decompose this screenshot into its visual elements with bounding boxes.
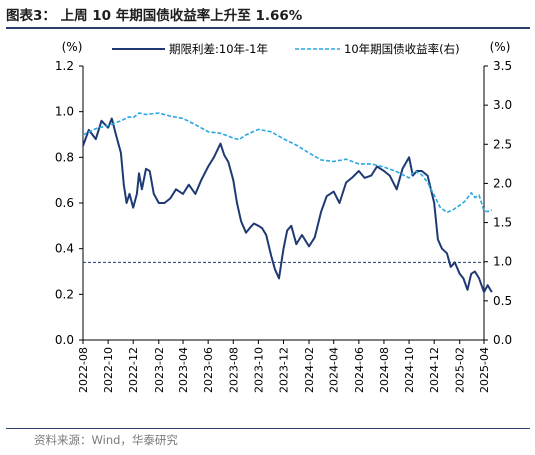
x-tick-label: 2024-04	[328, 347, 341, 393]
legend-label: 10年期国债收益率(右)	[344, 42, 460, 56]
title-rule	[6, 27, 530, 29]
left-tick-label: 0.0	[55, 333, 74, 347]
x-tick-label: 2024-08	[378, 347, 391, 393]
right-tick-label: 3.0	[493, 98, 512, 112]
right-tick-label: 1.5	[493, 216, 512, 230]
left-tick-label: 0.6	[55, 196, 74, 210]
x-tick-label: 2022-08	[77, 347, 90, 393]
source-rule	[6, 428, 530, 429]
x-tick-label: 2022-12	[127, 347, 140, 393]
left-tick-label: 0.2	[55, 287, 74, 301]
right-tick-label: 2.5	[493, 137, 512, 151]
chart-legend: 期限利差:10年-1年 10年期国债收益率(右)	[112, 42, 460, 56]
left-tick-label: 0.8	[55, 150, 74, 164]
chart-axes: (%) (%) 0.0 0.2 0.4 0.6 0.8 1.0 1.2 0.0 0.5 1.0 1.5 2…	[55, 40, 512, 393]
x-tick-label: 2023-06	[202, 347, 215, 393]
x-tick-label: 2023-02	[153, 347, 166, 393]
x-tick-label: 2025-04	[478, 347, 491, 393]
chart-series	[82, 112, 493, 294]
right-tick-label: 2.0	[493, 176, 512, 190]
source-note: 资料来源：Wind，华泰研究	[34, 433, 178, 447]
right-tick-label: 3.5	[493, 59, 512, 73]
left-tick-label: 1.0	[55, 105, 74, 119]
x-tick-label: 2022-10	[102, 347, 115, 393]
x-tick-label: 2023-08	[227, 347, 240, 393]
left-tick-label: 0.4	[55, 242, 74, 256]
right-axis-unit: (%)	[490, 40, 511, 54]
right-tick-label: 0.5	[493, 294, 512, 308]
figure-title-text: 图表3： 上周 10 年期国债收益率上升至 1.66%	[6, 8, 303, 24]
x-tick-label: 2024-10	[403, 347, 416, 393]
legend-label: 期限利差:10年-1年	[169, 42, 268, 56]
figure-title: 图表3： 上周 10 年期国债收益率上升至 1.66%	[6, 4, 302, 24]
left-tick-label: 1.2	[55, 59, 74, 73]
x-tick-label: 2023-04	[177, 347, 190, 393]
series-line-spread	[82, 117, 493, 294]
x-tick-label: 2024-12	[428, 347, 441, 393]
series-line-yield10y	[82, 112, 493, 214]
x-tick-label: 2023-12	[278, 347, 291, 393]
x-tick-label: 2025-02	[454, 347, 467, 393]
right-tick-label: 0.0	[493, 333, 512, 347]
x-tick-label: 2024-06	[353, 347, 366, 393]
left-axis-unit: (%)	[62, 40, 83, 54]
x-tick-label: 2024-02	[303, 347, 316, 393]
x-tick-label: 2023-10	[252, 347, 265, 393]
right-tick-label: 1.0	[493, 255, 512, 269]
